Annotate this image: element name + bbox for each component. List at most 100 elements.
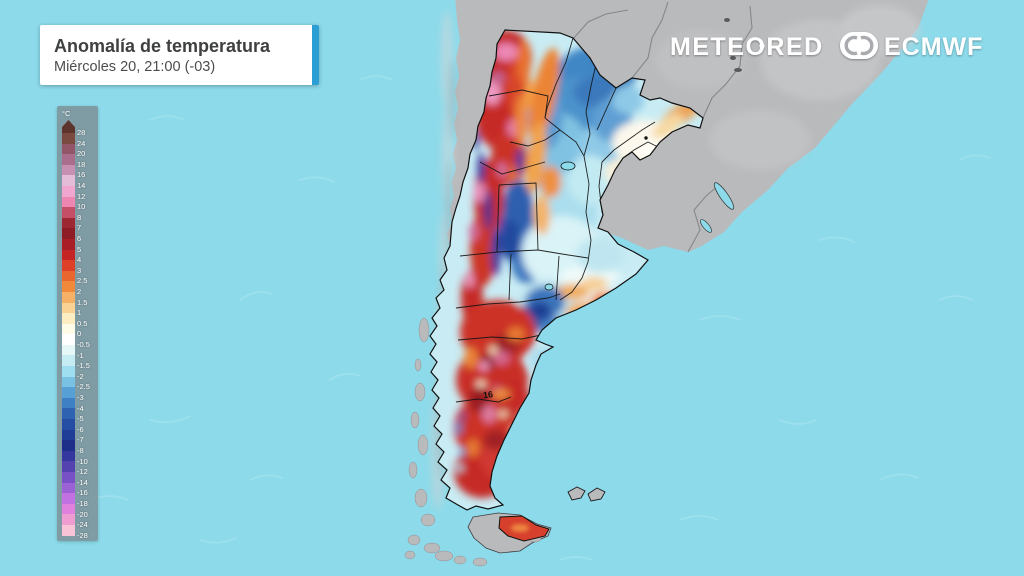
legend-cell: [62, 164, 75, 176]
legend-cell: [62, 503, 75, 515]
legend-cell: [62, 408, 75, 420]
legend-cell: [62, 281, 75, 292]
legend-tick-label: -10: [77, 456, 88, 466]
legend-unit: °C: [62, 109, 71, 118]
legend-tick-label: 4: [77, 255, 82, 265]
legend-cell: [62, 249, 75, 261]
legend-cell: [62, 133, 75, 144]
legend-cell: [62, 482, 75, 494]
legend-cell: [62, 196, 75, 208]
legend-tick-label: -5: [77, 414, 84, 424]
legend-tick-label: 18: [77, 159, 86, 169]
legend-cell: [62, 323, 75, 335]
legend-tick-label: 24: [77, 138, 86, 148]
legend-cell: [62, 440, 75, 451]
legend-tick-label: 1.5: [77, 297, 88, 307]
legend-arrow-icon: [62, 120, 75, 133]
ecmwf-logo: ECMWF: [884, 33, 983, 61]
legend-cell: [62, 472, 75, 483]
title-card: Anomalía de temperatura Miércoles 20, 21…: [40, 25, 319, 85]
legend-cell: [62, 493, 75, 504]
legend-cell: [62, 524, 75, 536]
lakes: [544, 161, 576, 291]
legend-tick-label: 12: [77, 191, 86, 201]
legend-tick-label: 14: [77, 181, 86, 190]
legend-cell: [62, 366, 75, 377]
legend-cell: [62, 143, 75, 155]
legend-tick-label: -18: [77, 499, 88, 508]
legend-tick-label: 28: [77, 128, 86, 137]
legend-tick-label: -4: [77, 403, 84, 413]
contour-label-16: 16: [482, 389, 493, 400]
legend-cell: [62, 217, 75, 229]
legend-tick-label: 2: [77, 287, 82, 296]
legend-tick-label: -7: [77, 435, 84, 445]
legend-tick-label: 10: [77, 202, 86, 212]
legend-tick-label: 3: [77, 265, 82, 275]
legend: °C 28 24 20 18 16 14 12 10 8 7 6 5 4 3 2.5 2 1.5 1 0.5 0 -0.…: [57, 106, 98, 541]
legend-tick-label: 7: [77, 223, 82, 233]
fjord-islands: [404, 317, 542, 567]
legend-cell: [62, 238, 75, 250]
legend-tick-label: -0.5: [77, 340, 90, 349]
legend-tick-label: 20: [77, 149, 86, 159]
legend-cell: [62, 514, 75, 525]
ecmwf-emblem-icon: [840, 32, 878, 59]
legend-tick-label: -28: [77, 530, 88, 540]
legend-cell: [62, 175, 75, 186]
legend-cell: [62, 302, 75, 314]
legend-cell: [62, 387, 75, 398]
legend-tick-label: -12: [77, 467, 88, 477]
city-dot: [644, 136, 648, 140]
legend-cell: [62, 291, 75, 303]
legend-cell: [62, 355, 75, 367]
legend-cell: [62, 207, 75, 218]
legend-tick-label: -1.5: [77, 361, 90, 371]
legend-cell: [62, 185, 75, 197]
legend-tick-label: 0: [77, 329, 82, 339]
legend-tick-label: -2: [77, 371, 84, 381]
timestamp: Miércoles 20, 21:00 (-03): [54, 59, 216, 75]
legend-cell: [62, 397, 75, 409]
legend-cell: [62, 260, 75, 271]
legend-tick-label: -3: [77, 393, 84, 402]
legend-tick-label: -1: [77, 350, 84, 360]
legend-tick-label: -24: [77, 520, 88, 530]
legend-cell: [62, 429, 75, 441]
legend-color-bar: 28 24 20 18 16 14 12 10 8 7 6 5 4 3 2.5 2 1.5 1 0.5 0 -0.5 -1…: [62, 120, 98, 539]
legend-cell: [62, 154, 75, 165]
legend-cell: [62, 461, 75, 472]
ocean-texture: [59, 75, 991, 561]
coastline-lagoon: [700, 18, 742, 233]
legend-cell: [62, 376, 75, 388]
meteored-logo: METEORED: [670, 33, 824, 61]
legend-cell: [62, 228, 75, 239]
country-borders: [571, 1, 753, 253]
legend-tick-label: -8: [77, 446, 84, 455]
legend-cell: [62, 313, 75, 324]
legend-tick-label: 16: [77, 170, 86, 180]
legend-tick-label: -20: [77, 509, 88, 519]
legend-tick-label: 8: [77, 212, 82, 222]
meteored-o-mark-icon: [759, 43, 765, 49]
legend-tick-label: -16: [77, 488, 88, 498]
legend-cell: [62, 334, 75, 345]
legend-tick-label: -14: [77, 477, 88, 487]
legend-tick-label: 2.5: [77, 276, 88, 286]
legend-tick-label: 1: [77, 308, 82, 318]
province-borders: [455, 37, 661, 403]
page-title: Anomalía de temperatura: [54, 36, 271, 56]
legend-tick-label: 5: [77, 244, 82, 254]
legend-cell: [62, 450, 75, 462]
legend-tick-label: -6: [77, 424, 84, 434]
falkland-islands: [567, 486, 606, 502]
legend-tick-label: -2.5: [77, 382, 90, 392]
legend-cell: [62, 270, 75, 282]
lake-mar-chiquita: [560, 161, 576, 171]
legend-cell: [62, 344, 75, 356]
legend-cell: [62, 419, 75, 430]
tierra-del-fuego-anomaly: [498, 515, 550, 542]
legend-tick-label: 6: [77, 234, 82, 243]
